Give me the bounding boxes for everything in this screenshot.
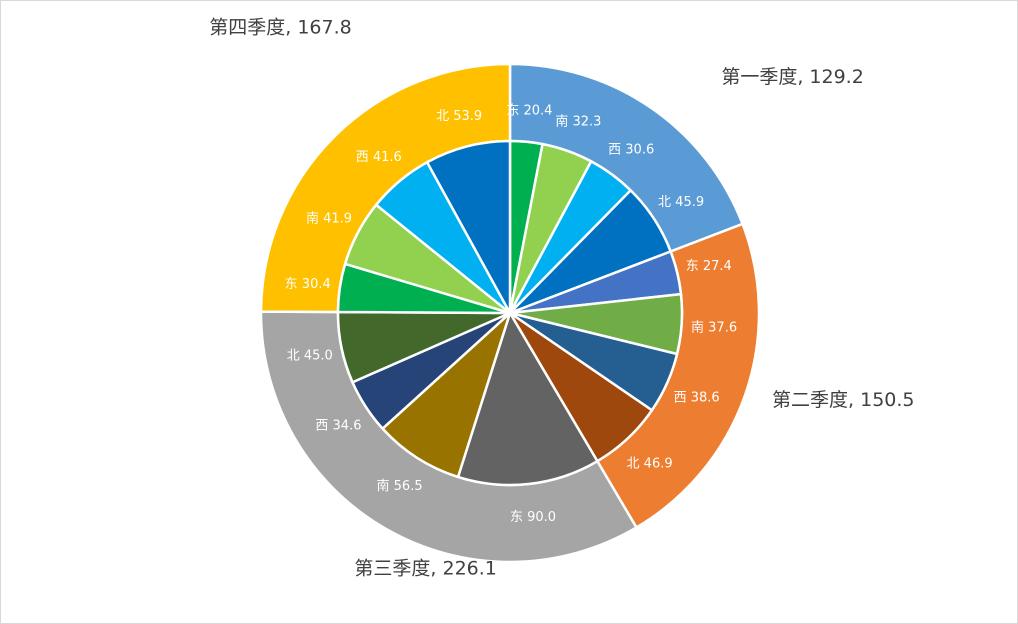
inner-slice-label-7: 西 38.6	[674, 391, 720, 406]
inner-slice-label-13: 东 30.4	[285, 277, 331, 292]
inner-slice-label-16: 北 53.9	[436, 109, 482, 124]
inner-slice-label-5: 东 27.4	[686, 259, 732, 274]
inner-slice-10	[380, 308, 513, 479]
inner-slice-label-11: 西 34.6	[315, 418, 361, 433]
inner-slice-label-12: 北 45.0	[287, 348, 333, 363]
inner-slice-16	[425, 139, 512, 314]
inner-slice-label-10: 南 56.5	[377, 478, 423, 494]
quarter-label-1: 第一季度, 129.2	[721, 66, 863, 88]
inner-labels: 东 20.4南 32.3 西 30.6 北 45.9 东 27.4 南 37.6 西 38…	[285, 103, 737, 525]
inner-slice-9	[456, 309, 600, 487]
outer-labels: 第一季度, 129.2 第二季度, 150.5 第三季度, 226.1 第四季度, 1…	[209, 17, 914, 580]
inner-ring	[336, 139, 684, 487]
inner-slice-label-6: 南 37.6	[691, 319, 737, 335]
inner-slice-label-14: 南 41.9	[306, 211, 352, 227]
inner-slice-label-2: 南 32.3	[555, 113, 601, 129]
outer-ring	[259, 62, 761, 564]
inner-slice-label-1: 东 20.4	[506, 103, 552, 118]
quarter-label-2: 第二季度, 150.5	[772, 389, 914, 411]
inner-slice-label-15: 西 41.6	[356, 150, 402, 165]
inner-slice-label-9: 东 90.0	[510, 510, 556, 525]
inner-slice-label-4: 北 45.9	[658, 195, 704, 210]
quarter-label-4: 第四季度, 167.8	[209, 17, 351, 39]
inner-slice-label-8: 北 46.9	[627, 456, 673, 471]
quarter-label-3: 第三季度, 226.1	[354, 557, 496, 579]
inner-slice-label-3: 西 30.6	[608, 142, 654, 157]
